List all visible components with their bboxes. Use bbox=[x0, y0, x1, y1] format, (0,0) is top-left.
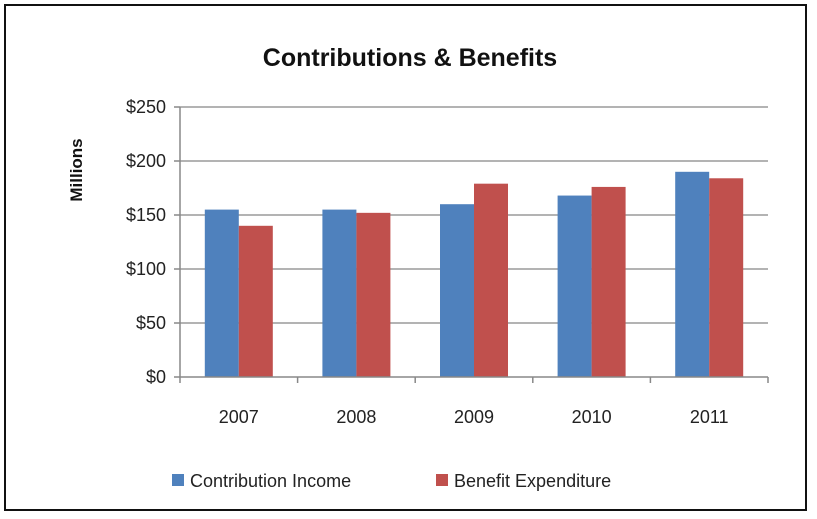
x-tick-label: 2007 bbox=[219, 407, 259, 427]
chart-frame bbox=[4, 4, 807, 511]
legend-swatch bbox=[172, 474, 184, 486]
legend-swatch bbox=[436, 474, 448, 486]
x-tick-label: 2011 bbox=[690, 407, 729, 427]
y-tick-label: $100 bbox=[126, 259, 166, 279]
bar-benefit-expenditure-2010 bbox=[591, 186, 626, 377]
bar-benefit-expenditure-2009 bbox=[474, 183, 508, 377]
x-tick-label: 2010 bbox=[572, 407, 612, 427]
bar-contribution-income-2011 bbox=[675, 171, 710, 377]
bar-contribution-income-2010 bbox=[557, 195, 592, 377]
bar-benefit-expenditure-2007 bbox=[238, 225, 273, 377]
bar-contribution-income-2007 bbox=[204, 209, 239, 377]
y-tick-label: $200 bbox=[126, 151, 166, 171]
y-tick-labels: $0 $50 $100 $150 $200 $250 bbox=[126, 97, 166, 387]
x-tick-labels: 2007 2008 2009 2010 2011 bbox=[219, 407, 729, 427]
axes bbox=[179, 107, 769, 383]
y-tick-label: $250 bbox=[126, 97, 166, 117]
bar-benefit-expenditure-2011 bbox=[709, 178, 744, 377]
legend-label: Benefit Expenditure bbox=[454, 471, 611, 491]
bar-contribution-income-2008 bbox=[322, 209, 357, 377]
bar-benefit-expenditure-2008 bbox=[356, 212, 391, 377]
bar-contribution-income-2009 bbox=[440, 204, 474, 377]
y-tick-label: $0 bbox=[146, 367, 166, 387]
y-axis-label: Millions bbox=[67, 138, 86, 201]
bars bbox=[204, 171, 744, 377]
x-tick-label: 2008 bbox=[336, 407, 376, 427]
y-tick-label: $50 bbox=[136, 313, 166, 333]
chart-title: Contributions & Benefits bbox=[263, 44, 557, 72]
y-tick-label: $150 bbox=[126, 205, 166, 225]
x-tick-label: 2009 bbox=[454, 407, 494, 427]
legend-label: Contribution Income bbox=[190, 471, 351, 491]
legend: Contribution Income Benefit Expenditure bbox=[172, 471, 611, 491]
